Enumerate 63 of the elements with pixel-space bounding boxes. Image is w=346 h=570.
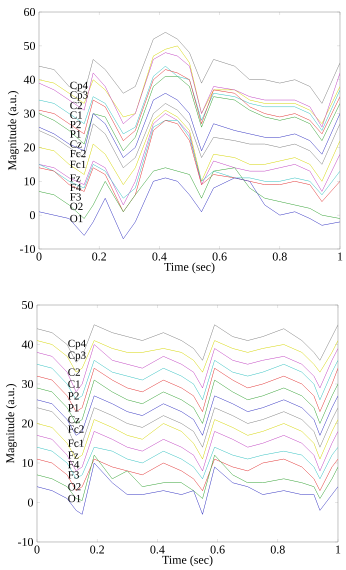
x-tick-label: 1 xyxy=(338,252,342,260)
x-axis-title: Time (sec) xyxy=(162,555,212,566)
line-series xyxy=(38,110,340,185)
x-tick-label: 0.6 xyxy=(212,252,227,261)
y-tick-label: 50 xyxy=(22,300,33,310)
series-label: O1 xyxy=(70,214,82,222)
line-series xyxy=(38,93,340,158)
x-tick-label: 0.8 xyxy=(272,252,287,261)
series-label: O2 xyxy=(68,483,80,490)
series-label: Fz xyxy=(70,174,80,182)
line-series xyxy=(36,324,338,363)
series-label: P1 xyxy=(68,404,79,412)
series-label: Cp4 xyxy=(68,340,86,350)
x-tick-label: 0.6 xyxy=(210,546,225,554)
y-tick-label: -10 xyxy=(18,538,33,546)
series-label: Cz xyxy=(68,416,80,424)
x-tick-label: 0.2 xyxy=(90,546,104,554)
series-label: Cp3 xyxy=(68,352,86,362)
line-series xyxy=(36,380,338,424)
y-tick-label: 20 xyxy=(24,143,35,152)
y-tick-label: 0 xyxy=(30,211,35,220)
series-label: F3 xyxy=(70,193,81,201)
series-label: Cp4 xyxy=(70,82,88,92)
y-tick-label: 40 xyxy=(24,76,35,84)
x-tick-label: 0 xyxy=(36,252,42,261)
y-tick-label: 10 xyxy=(22,458,33,468)
line-series xyxy=(36,368,338,412)
y-tick-label: 20 xyxy=(22,419,33,428)
x-tick-label: 1 xyxy=(336,546,340,554)
series-label: C1 xyxy=(68,380,80,388)
series-label: F3 xyxy=(68,471,79,479)
x-tick-label: 0.4 xyxy=(152,252,167,261)
line-series xyxy=(36,462,338,515)
y-tick-label: 0 xyxy=(28,498,33,507)
series-label: C2 xyxy=(68,368,80,376)
series-label: O2 xyxy=(70,202,82,210)
y-tick-label: 30 xyxy=(22,380,33,388)
series-label: F4 xyxy=(68,461,80,468)
series-label: C1 xyxy=(70,111,82,119)
series-label: Fc1 xyxy=(68,440,84,447)
series-label: P1 xyxy=(70,130,81,138)
series-label: Cz xyxy=(70,140,82,148)
series-label: Fc1 xyxy=(70,160,86,168)
x-axis-title: Time (sec) xyxy=(164,262,214,274)
line-series xyxy=(36,431,338,472)
y-tick-label: 30 xyxy=(24,110,35,118)
line-series xyxy=(36,446,338,480)
y-axis-title: Magnitude (a.u.) xyxy=(6,384,17,464)
x-tick-label: 0.8 xyxy=(270,546,285,554)
line-series xyxy=(38,76,340,152)
y-tick-label: 40 xyxy=(22,340,33,349)
y-tick-label: 60 xyxy=(24,8,35,16)
x-tick-label: 0.4 xyxy=(150,546,165,554)
y-axis-title: Magnitude (a.u.) xyxy=(8,91,19,170)
series-label: Fc2 xyxy=(70,150,86,158)
line-series xyxy=(36,360,338,400)
y-tick-label: 10 xyxy=(24,177,35,186)
y-tick-label: 50 xyxy=(24,42,35,50)
x-tick-label: 0.2 xyxy=(92,252,106,261)
y-tick-label: -10 xyxy=(20,244,35,254)
series-label: O1 xyxy=(68,494,80,502)
series-label: P2 xyxy=(70,120,81,128)
series-label: P2 xyxy=(68,392,79,400)
